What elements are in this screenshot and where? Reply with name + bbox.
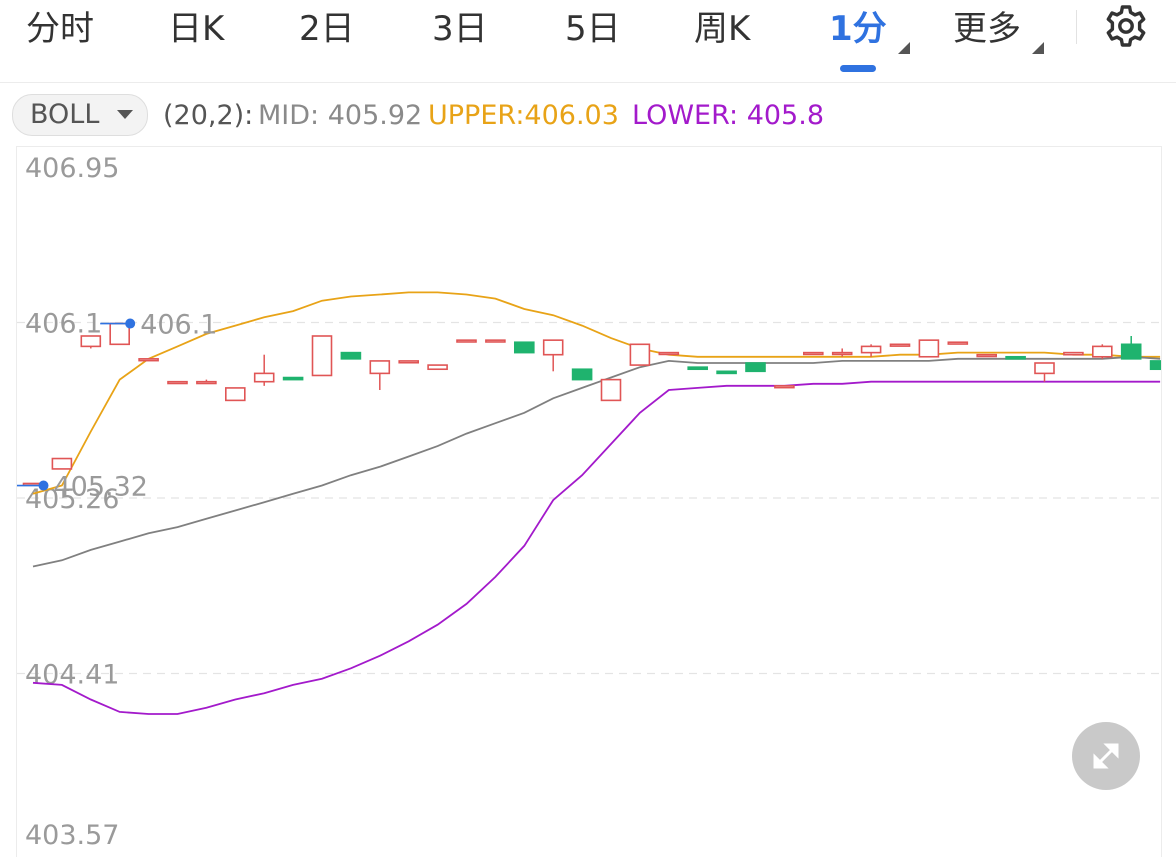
candle-body [1034, 362, 1055, 375]
tab-1-minute-caret-icon[interactable] [898, 42, 910, 54]
candle-body [51, 457, 73, 470]
candle-body [658, 351, 680, 356]
candle-body [687, 366, 709, 371]
tab-1-minute-label: 1分 [829, 9, 887, 49]
boll-upper-line [32, 291, 1161, 495]
gear-icon[interactable] [1100, 0, 1152, 52]
max-price-marker-dot [125, 318, 136, 329]
fullscreen-button[interactable] [1072, 722, 1140, 790]
boll-upper-value: UPPER:406.03 [428, 100, 619, 131]
candle-body [167, 380, 188, 385]
indicator-selector[interactable]: BOLL [12, 94, 148, 136]
active-tab-indicator [839, 65, 876, 72]
y-axis-tick-label: 406.95 [25, 153, 119, 184]
candle-body [802, 351, 824, 356]
period-tab-bar: 分时 日K 2日 3日 5日 周K 1分 更多 [0, 0, 1176, 83]
candle-body [831, 351, 853, 356]
tab-more-caret-icon[interactable] [1032, 42, 1044, 54]
candle-body [253, 372, 275, 383]
candle-body [427, 364, 448, 371]
tab-more[interactable]: 更多 [953, 9, 1021, 49]
tab-weekly-k[interactable]: 周K [694, 9, 751, 49]
candle-body [513, 341, 535, 354]
boll-lower-line [32, 380, 1161, 715]
candle-body [889, 343, 911, 347]
min-price-label: 405.32 [54, 472, 148, 503]
candle-body [1149, 360, 1161, 371]
candle-body [369, 360, 391, 375]
candle-body [225, 387, 246, 402]
candle-body [1005, 355, 1026, 360]
chart-area[interactable]: 406.95 406.1 405.26 404.41 403.57 406.1 405.32 [16, 146, 1162, 857]
candle-body [716, 370, 737, 375]
candle-body [860, 345, 882, 354]
candle-body [629, 343, 651, 366]
candle-body [774, 385, 795, 389]
y-axis-tick-label: 403.57 [25, 820, 119, 851]
candle-body [947, 341, 969, 345]
candle-body [571, 368, 593, 381]
candle-body [311, 335, 333, 377]
candle-body [340, 351, 362, 360]
candle-body [282, 376, 304, 381]
boll-lower-value: LOWER: 405.8 [632, 100, 824, 131]
candle-body [80, 335, 102, 348]
y-axis-tick-label: 406.1 [25, 309, 102, 340]
tab-2-day[interactable]: 2日 [299, 9, 355, 49]
candle-body [542, 339, 564, 356]
candle-body [976, 353, 998, 358]
candle-body [138, 358, 159, 362]
candle-body [398, 360, 420, 364]
min-price-marker-dot [38, 480, 49, 491]
expand-icon [1093, 743, 1119, 769]
candle-body [600, 378, 622, 402]
candle-body [1092, 345, 1113, 358]
indicator-name: BOLL [30, 99, 100, 130]
candle-body [745, 362, 766, 373]
tab-divider [1076, 10, 1077, 44]
candle-body [456, 339, 477, 343]
boll-mid-line [32, 355, 1161, 568]
y-axis-tick-label: 404.41 [25, 660, 119, 691]
candle-body [918, 339, 940, 358]
tab-3-day[interactable]: 3日 [432, 9, 488, 49]
candle-body [1120, 343, 1142, 360]
indicator-bar: BOLL (20,2): MID: 405.92 UPPER:406.03 LO… [0, 94, 1176, 138]
candle-body [196, 380, 217, 385]
candle-body [485, 339, 506, 343]
tab-5-day[interactable]: 5日 [565, 9, 621, 49]
tab-1-minute[interactable]: 1分 [829, 4, 887, 72]
tab-daily-k[interactable]: 日K [168, 9, 225, 49]
caret-down-icon [117, 110, 133, 119]
boll-mid-value: MID: 405.92 [258, 100, 423, 131]
indicator-params: (20,2): [163, 100, 254, 131]
tab-fenshi[interactable]: 分时 [26, 9, 94, 49]
max-price-label: 406.1 [140, 310, 217, 341]
candle-body [1063, 351, 1084, 356]
